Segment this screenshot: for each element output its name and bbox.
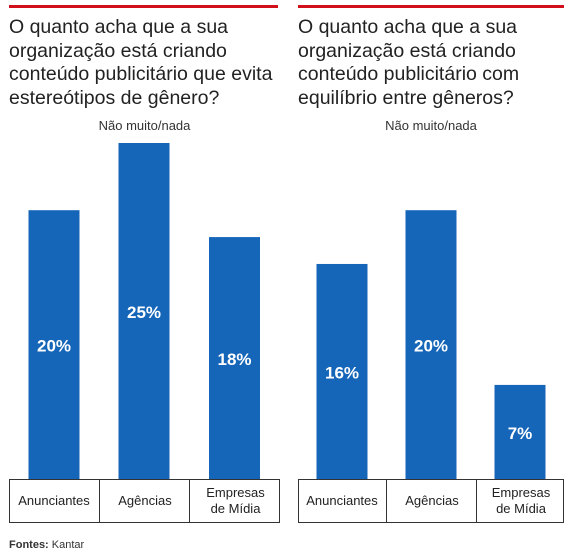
- category-axis: [9, 479, 280, 523]
- bar-3: [209, 237, 260, 479]
- chart-subtitle: Não muito/nada: [98, 118, 191, 133]
- category-label: Empresas de Mídia: [189, 479, 281, 523]
- category-label: Anunciantes: [306, 493, 378, 508]
- category-label: Agências: [99, 479, 190, 523]
- chart-title: O quanto acha que a sua organização está…: [298, 16, 520, 109]
- data-label: 20%: [37, 337, 71, 356]
- data-label: 20%: [414, 337, 448, 356]
- data-label: 16%: [325, 363, 359, 382]
- data-label: 7%: [508, 424, 533, 443]
- title-rule: [298, 5, 564, 8]
- category-label: Empresas de Mídia: [476, 479, 565, 523]
- title-rule: [9, 5, 278, 8]
- source-text: Kantar: [51, 539, 85, 551]
- bar-3: [494, 384, 546, 479]
- bar-2: [118, 143, 170, 479]
- chart-subtitle: Não muito/nada: [385, 118, 477, 133]
- chart-title: O quanto acha que a sua organização está…: [9, 16, 273, 109]
- category-axis: [298, 479, 564, 523]
- bar-2: [405, 210, 457, 479]
- bar-1: [316, 263, 368, 479]
- source-note: Fontes: Kantar: [9, 539, 84, 551]
- source-label: Fontes:: [9, 539, 49, 551]
- category-label: Agências: [386, 479, 477, 523]
- data-label: 18%: [217, 350, 251, 369]
- bar-1: [28, 210, 80, 479]
- data-label: 25%: [127, 303, 161, 322]
- category-label: Anunciantes: [18, 493, 90, 508]
